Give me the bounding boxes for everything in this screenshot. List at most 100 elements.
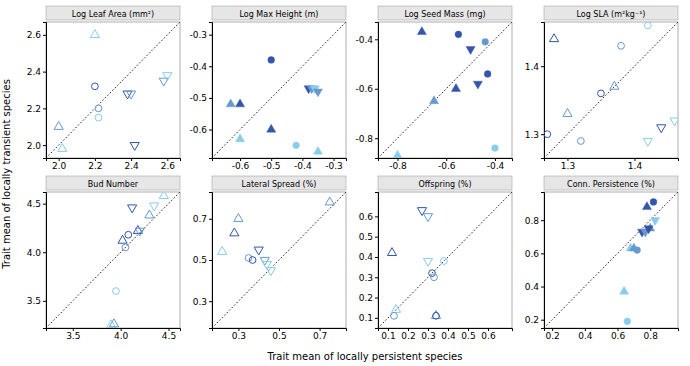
tick-label: -0.4	[487, 161, 505, 171]
title-box	[46, 6, 180, 20]
tick-label: -0.4	[189, 62, 207, 72]
tick: 2.2	[88, 158, 102, 171]
tick: 0.3	[421, 328, 435, 341]
plot-area	[544, 192, 678, 328]
tick: 0.2	[359, 293, 378, 303]
plot-frame	[544, 192, 678, 328]
title-box	[46, 176, 180, 190]
tick: -0.6	[355, 84, 378, 94]
tick-label: 0.5	[461, 331, 475, 341]
point	[429, 96, 438, 104]
tick-label: 0.4	[578, 331, 593, 341]
tick-mark	[209, 35, 212, 36]
tick-label: 2.4	[124, 161, 139, 171]
y-axis: 1.31.4	[525, 23, 545, 159]
tick-label: 0.5	[272, 331, 286, 341]
tick-label: 4.0	[27, 248, 42, 258]
tick: 0.6	[481, 328, 496, 341]
x-axis: 2.0 2.2 2.4 2.6	[47, 158, 181, 171]
point	[150, 203, 159, 211]
series	[226, 99, 322, 154]
tick-mark	[43, 301, 46, 302]
tick-mark	[209, 130, 212, 131]
tick: 0.5	[461, 328, 475, 341]
y-axis: 3.5 4.0 4.5	[27, 193, 47, 329]
tick: 0.3	[359, 273, 378, 283]
tick-label: 0.3	[193, 297, 207, 307]
series	[123, 73, 172, 151]
tick-label: 4.5	[27, 199, 41, 209]
panel-title: Log Seed Mass (mg)	[404, 10, 485, 19]
identity-line	[544, 22, 678, 158]
point	[598, 90, 605, 97]
tick: -0.3	[189, 30, 212, 40]
point	[235, 134, 244, 142]
point	[218, 246, 227, 254]
axis-line	[43, 193, 47, 329]
tick-label: -0.5	[189, 93, 207, 103]
plot-area	[378, 22, 512, 158]
tick-label: 0.2	[359, 293, 373, 303]
point	[230, 228, 239, 236]
tick: 0.6	[525, 249, 544, 259]
series	[637, 218, 659, 238]
point	[423, 214, 432, 222]
panel-title: Bud Number	[88, 180, 139, 189]
tick: -0.4	[355, 35, 378, 45]
series	[128, 203, 159, 236]
point	[466, 47, 475, 55]
tick: -0.5	[189, 93, 212, 103]
x-axis: -0.8-0.6-0.4	[379, 158, 513, 171]
plot-frame	[212, 192, 346, 328]
panel-title: Conn. Persistence (%)	[567, 180, 655, 189]
tick-label: -0.8	[355, 134, 373, 144]
tick: 2.0	[52, 158, 67, 171]
series	[254, 247, 275, 276]
point	[266, 268, 275, 276]
title-box	[378, 176, 512, 190]
series	[544, 22, 651, 144]
title-box	[544, 176, 678, 190]
tick-label: 3.5	[27, 296, 41, 306]
tick-label: 1.3	[525, 130, 539, 140]
tick-label: 0.6	[525, 249, 540, 259]
point	[482, 38, 489, 45]
tick-label: 3.5	[66, 331, 80, 341]
point	[235, 99, 244, 107]
series	[107, 192, 169, 328]
point	[163, 73, 172, 81]
tick: 2.0	[27, 141, 46, 151]
plot-frame	[544, 22, 678, 158]
tick-mark	[375, 237, 378, 238]
tick: 0.6	[611, 328, 626, 341]
tick-label: -0.6	[232, 161, 250, 171]
series	[643, 118, 678, 146]
tick-mark	[43, 204, 46, 205]
tick: 2.4	[27, 67, 46, 77]
tick: 4.5	[27, 199, 46, 209]
point	[130, 143, 139, 151]
x-axis: 1.31.4	[545, 158, 679, 171]
point	[393, 150, 402, 158]
series	[92, 83, 102, 121]
series	[393, 27, 461, 158]
panel-title: Lateral Spread (%)	[242, 180, 317, 189]
plot-frame	[378, 192, 512, 328]
tick-label: 0.6	[611, 331, 626, 341]
tick: 0.7	[193, 214, 212, 224]
x-axis-title: Trait mean of locally persistent species	[267, 351, 463, 362]
tick-mark	[209, 260, 212, 261]
tick: 0.1	[381, 328, 395, 341]
tick: -0.4	[189, 62, 212, 72]
tick: 0.7	[313, 328, 327, 341]
tick: 2.6	[161, 158, 176, 171]
x-axis: 0.20.40.60.8	[545, 328, 679, 341]
tick-mark	[375, 89, 378, 90]
tick-label: 0.3	[421, 331, 435, 341]
panel-title: Offspring (%)	[418, 180, 471, 189]
series	[268, 57, 300, 149]
tick: 0.5	[193, 255, 212, 265]
axis-line	[43, 23, 47, 159]
tick: -0.5	[263, 158, 281, 171]
series	[245, 255, 256, 264]
